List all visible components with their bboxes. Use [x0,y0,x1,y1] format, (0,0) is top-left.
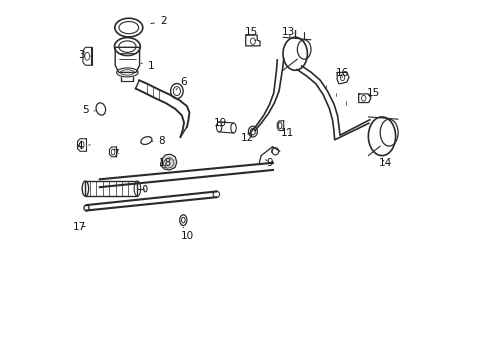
Text: 5: 5 [82,105,95,115]
Text: 15: 15 [245,27,258,41]
Text: 10: 10 [180,227,194,240]
Polygon shape [161,154,177,170]
Text: 3: 3 [78,50,92,60]
Text: 16: 16 [336,68,349,78]
Text: 19: 19 [214,118,227,128]
Text: 9: 9 [266,158,273,168]
Text: 17: 17 [73,222,86,232]
Text: 2: 2 [151,17,167,27]
Text: 12: 12 [241,133,254,143]
Text: 1: 1 [141,61,154,71]
Text: 13: 13 [282,27,295,37]
Text: 8: 8 [152,136,165,145]
Text: 15: 15 [367,88,380,98]
Text: 6: 6 [176,77,187,90]
Text: 4: 4 [77,141,90,151]
Bar [85,181,137,196]
Text: 14: 14 [379,158,392,168]
Text: 18: 18 [159,158,172,168]
Text: 7: 7 [113,149,119,159]
Text: 11: 11 [281,128,294,138]
